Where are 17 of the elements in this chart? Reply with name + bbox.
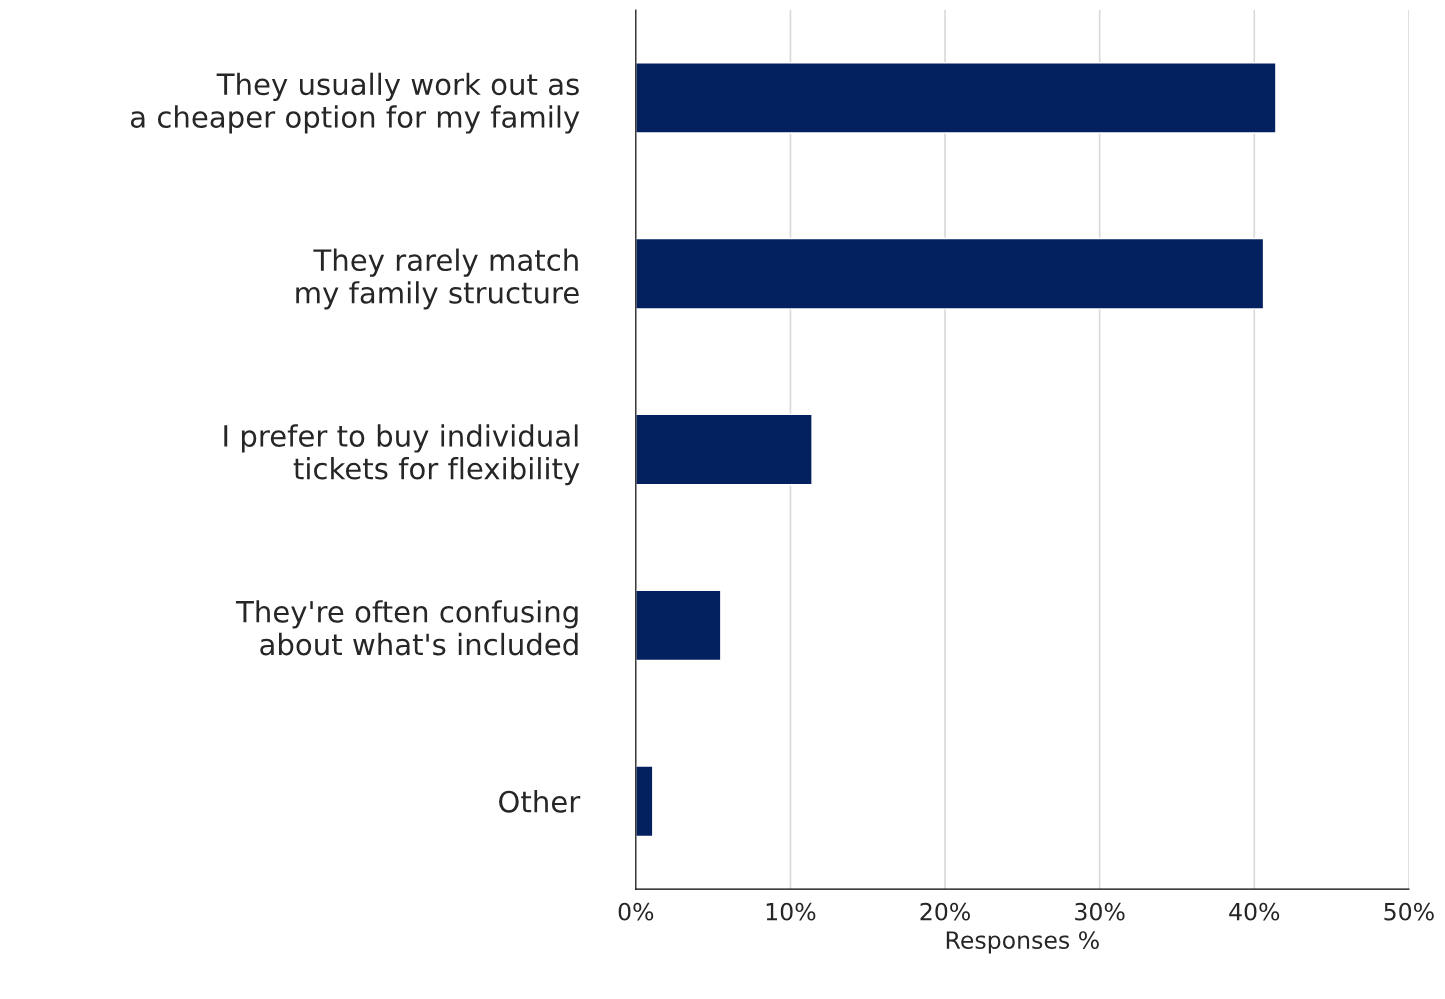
bar xyxy=(635,589,722,662)
x-tick-label: 40% xyxy=(1229,902,1280,921)
x-tick-label: 30% xyxy=(1075,902,1125,921)
y-tick-label: Other xyxy=(499,790,581,813)
bar xyxy=(635,413,813,486)
y-tick-label: They usually work out as a cheaper option for my family xyxy=(130,72,580,134)
y-tick-label: They rarely match my family structure xyxy=(296,248,579,310)
x-axis-title: Responses % xyxy=(946,931,1099,954)
y-tick-label: They're often confusing about what's included xyxy=(235,600,578,656)
x-tick-label: 20% xyxy=(920,902,970,921)
x-tick-label: 10% xyxy=(766,902,816,921)
bar xyxy=(635,237,1265,310)
y-tick-label: I prefer to buy individual tickets for flexibility xyxy=(224,424,580,486)
x-tick-label: 0% xyxy=(618,902,654,921)
bar xyxy=(635,62,1277,134)
x-tick-label: 50% xyxy=(1384,902,1434,921)
bar xyxy=(635,765,654,838)
